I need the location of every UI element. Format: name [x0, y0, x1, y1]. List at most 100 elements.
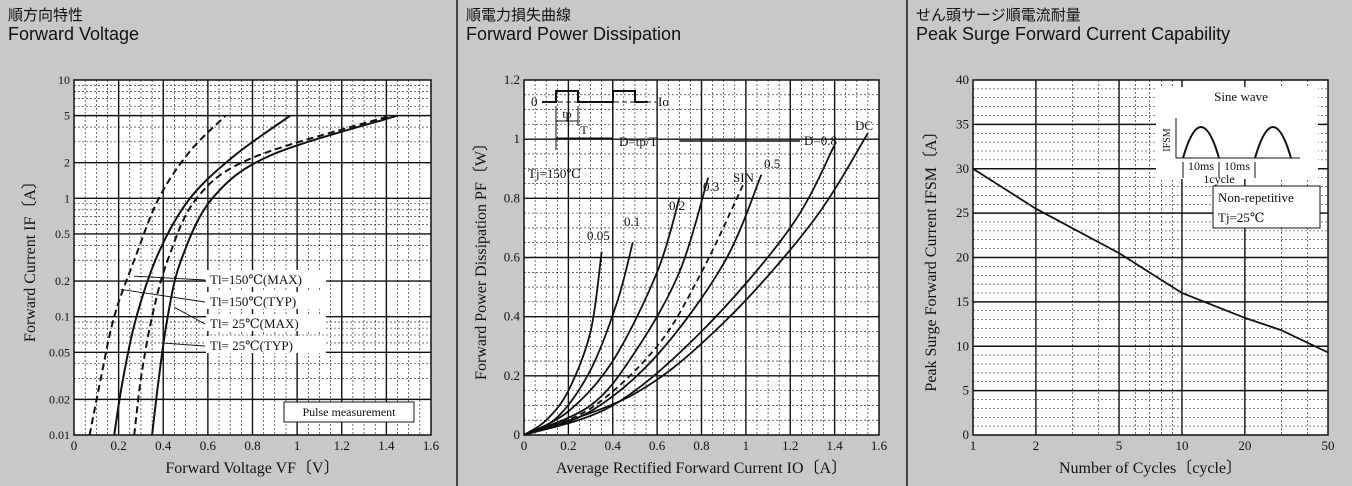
y-tick-label: 35: [956, 116, 969, 131]
x-tick-label: 0.2: [111, 438, 127, 453]
x-axis-label: Number of Cycles〔cycle〕: [1059, 459, 1242, 477]
panel-title-jp: 順電力損失曲線: [466, 6, 572, 24]
series-line: [523, 144, 836, 436]
panel-title-en: Forward Voltage: [8, 24, 140, 44]
x-tick-label: 2: [1033, 438, 1040, 453]
y-tick-label: 20: [956, 250, 969, 265]
note-label: Pulse measurement: [303, 405, 397, 419]
x-tick-label: 5: [1116, 438, 1123, 453]
y-tick-label: 30: [956, 161, 969, 176]
forward-power-panel: 順電力損失曲線 Forward Power Dissipation 0 0.2 0.…: [458, 0, 908, 486]
curve-label: DC: [855, 118, 873, 133]
x-tick-label: 10: [1175, 438, 1188, 453]
y-tick-label: 1: [514, 131, 521, 146]
inset-ifsm-label: IFSM: [1162, 128, 1173, 151]
pulse-waveform: [542, 90, 648, 103]
x-tick-label: 1: [294, 438, 301, 453]
curve-label: 0.05: [587, 228, 610, 243]
y-axis-label: Peak Surge Forward Current IFSM〔A〕: [922, 123, 940, 391]
pulse-zero-label: 0: [531, 94, 538, 109]
surge-current-panel: せん頭サージ順電流耐量 Peak Surge Forward Current C…: [908, 0, 1352, 486]
legend-label: Tl= 25℃(MAX): [210, 316, 299, 331]
condition-label: Tj=25℃: [1218, 210, 1264, 225]
inset-title: Sine wave: [1214, 89, 1268, 104]
y-tick-label: 5: [963, 383, 970, 398]
series-line: [523, 251, 603, 436]
series-line: [523, 177, 710, 436]
inset-ms-label: 10ms: [1224, 159, 1250, 173]
series-line: [113, 114, 291, 436]
y-tick-label: 0.8: [504, 190, 520, 205]
sine-pulse: [1254, 126, 1292, 159]
y-tick-label: 0.4: [504, 309, 521, 324]
x-tick-label: 1: [970, 438, 977, 453]
series-line: [523, 198, 681, 436]
y-tick-label: 0.05: [49, 345, 70, 359]
x-tick-label: 0.4: [155, 438, 172, 453]
y-tick-label: 2: [64, 156, 70, 170]
x-tick-label: 0: [71, 438, 78, 453]
condition-label: Non-repetitive: [1218, 190, 1294, 205]
curve-label: D=0.8: [804, 133, 837, 148]
pulse-t-label: T: [580, 123, 588, 137]
x-tick-label: 20: [1238, 438, 1251, 453]
series-line: [972, 168, 1329, 354]
condition-box: [1212, 185, 1321, 229]
y-axis-label: Forward Power Dissipation PF〔W〕: [472, 135, 490, 380]
legend-label: Tl=150℃(MAX): [210, 272, 302, 287]
inset-ms-label: 10ms: [1188, 159, 1214, 173]
x-tick-label: 0.6: [200, 438, 217, 453]
duty-formula-label: D=tp/T: [619, 134, 657, 149]
x-tick-label: 0: [521, 438, 528, 453]
x-tick-label: 1.6: [871, 438, 888, 453]
y-tick-label: 1: [64, 191, 70, 205]
y-tick-label: 15: [956, 294, 969, 309]
legend-bg: [206, 292, 326, 309]
x-tick-label: 0.8: [693, 438, 709, 453]
x-tick-label: 1.2: [334, 438, 350, 453]
y-tick-label: 10: [58, 73, 70, 87]
x-tick-label: 0.6: [649, 438, 666, 453]
x-tick-label: 1.2: [782, 438, 798, 453]
legend-bg: [206, 336, 326, 353]
forward-power-chart: 0 0.2 0.4 0.6 0.8 1 1.2 1.4 1.6 0 0.2 0.4 0.6 0.8 1 1.2…: [472, 72, 888, 477]
y-tick-label: 0.6: [504, 250, 521, 265]
x-tick-label: 0.2: [560, 438, 576, 453]
curve-label: SIN: [733, 170, 755, 185]
series-line: [133, 114, 392, 436]
y-tick-label: 0.2: [504, 368, 520, 383]
curve-label: 0.5: [764, 156, 780, 171]
y-tick-label: 40: [956, 72, 969, 87]
curve-label: 0.3: [703, 179, 719, 194]
panel-title-en: Forward Power Dissipation: [466, 24, 682, 44]
y-tick-label: 10: [956, 338, 969, 353]
legend-bg: [206, 314, 326, 331]
panel-title-jp: せん頭サージ順電流耐量: [916, 6, 1081, 24]
forward-voltage-chart: 0 0.2 0.4 0.6 0.8 1 1.2 1.4 1.6 0.01 0.02 0.05 0.1 0.…: [21, 73, 440, 477]
note-box: [283, 401, 415, 423]
forward-voltage-panel: 順方向特性 Forward Voltage 0 0.2 0.4 0.6 0.8 1 1.2 1…: [0, 0, 458, 486]
x-tick-label: 1.4: [378, 438, 395, 453]
series-line: [88, 114, 227, 436]
series-line: [523, 132, 869, 436]
y-tick-label: 25: [956, 205, 969, 220]
legend-leader: [120, 288, 206, 303]
series-line: [523, 183, 745, 436]
panel-title-en: Peak Surge Forward Current Capability: [916, 24, 1231, 44]
legend-leader: [174, 306, 206, 325]
x-axis-label: Average Rectified Forward Current IO〔A〕: [556, 459, 847, 477]
y-tick-label: 0.01: [49, 428, 70, 442]
series-line: [151, 114, 398, 436]
x-tick-label: 0.4: [605, 438, 622, 453]
panel-title-jp: 順方向特性: [8, 6, 84, 24]
y-tick-label: 0: [963, 427, 970, 442]
x-tick-label: 1.6: [423, 438, 440, 453]
curve-label: 0.2: [669, 198, 685, 213]
y-tick-label: 0: [514, 427, 521, 442]
inset-cycle-label: 1cycle: [1203, 172, 1234, 186]
legend-bg: [206, 270, 326, 287]
sine-pulse: [1182, 126, 1220, 159]
x-tick-label: 1.4: [827, 438, 844, 453]
y-tick-label: 0.02: [49, 392, 70, 406]
